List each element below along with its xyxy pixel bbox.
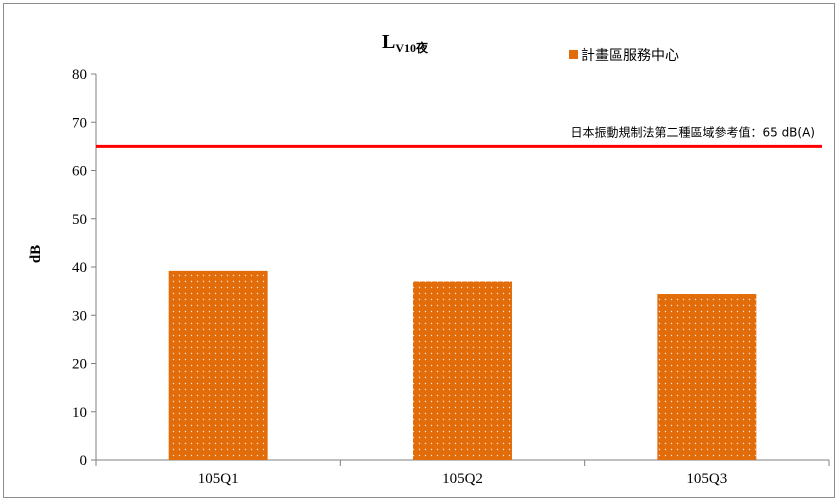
y-tick-label: 0 — [80, 453, 88, 469]
bar-chart: LV10夜 計畫區服務中心 dB 0 10 20 30 40 50 60 70 80 105Q1… — [28, 31, 830, 487]
y-tick-label: 50 — [72, 212, 87, 228]
reference-line-group: 日本振動規制法第二種區域參考值：65 dB(A) — [96, 124, 822, 148]
bar-105Q1 — [168, 270, 268, 460]
legend-label: 計畫區服務中心 — [581, 48, 679, 64]
y-tick-label: 10 — [72, 405, 87, 421]
legend-swatch — [569, 50, 578, 59]
x-axis: 105Q1 105Q2 105Q3 — [95, 459, 830, 487]
chart-title-main: L — [382, 31, 395, 53]
y-tick-label: 80 — [72, 67, 87, 83]
bar-105Q2 — [413, 281, 512, 460]
y-tick-label: 40 — [72, 260, 87, 276]
chart-title-sub: V10夜 — [395, 40, 429, 55]
y-axis: 0 10 20 30 40 50 60 70 80 — [72, 67, 97, 469]
y-tick-label: 60 — [72, 164, 87, 180]
chart-frame: LV10夜 計畫區服務中心 dB 0 10 20 30 40 50 60 70 80 105Q1… — [3, 3, 835, 498]
reference-line-label: 日本振動規制法第二種區域參考值：65 dB(A) — [570, 124, 815, 139]
y-tick-label: 20 — [72, 357, 87, 373]
y-tick-label: 30 — [72, 308, 87, 324]
y-tick-label: 70 — [72, 115, 87, 131]
x-tick-label: 105Q2 — [442, 471, 483, 487]
chart-title: LV10夜 — [382, 31, 429, 55]
y-axis-label: dB — [28, 245, 44, 263]
bar-105Q3 — [657, 294, 757, 460]
bars — [168, 270, 757, 460]
legend: 計畫區服務中心 — [569, 48, 679, 64]
x-tick-label: 105Q3 — [686, 471, 727, 487]
x-tick-label: 105Q1 — [198, 471, 239, 487]
